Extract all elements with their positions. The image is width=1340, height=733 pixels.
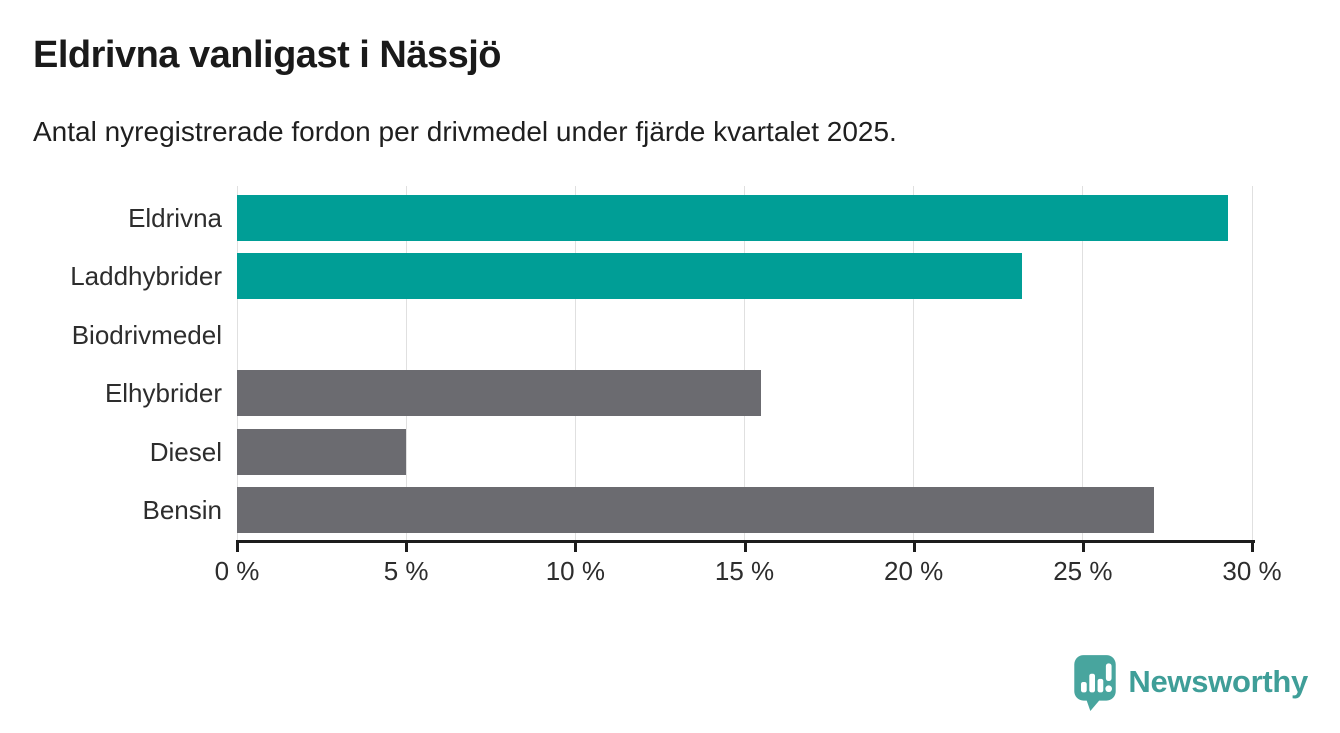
axis-tick: [1081, 540, 1085, 552]
axis-tick: [405, 540, 409, 552]
category-label-bensin: Bensin: [142, 495, 223, 525]
axis-tick: [574, 540, 578, 552]
bar-diesel: [237, 429, 407, 475]
axis-tick-label: 10 %: [545, 556, 605, 586]
axis-tick-label: 5 %: [383, 556, 429, 586]
gridline: [1082, 186, 1084, 540]
newsworthy-wordmark: Newsworthy: [1128, 664, 1308, 699]
bar-elhybrider: [237, 370, 762, 416]
axis-tick: [743, 540, 747, 552]
newsworthy-logo: Newsworthy: [1072, 653, 1308, 711]
gridline: [913, 186, 915, 540]
axis-tick: [912, 540, 916, 552]
bar-laddhybrider: [237, 253, 1022, 299]
axis-tick: [1251, 540, 1254, 552]
category-label-laddhybrider: Laddhybrider: [70, 261, 222, 291]
category-label-diesel: Diesel: [149, 437, 222, 467]
axis-tick: [236, 540, 239, 552]
chart-title: Eldrivna vanligast i Nässjö: [33, 34, 502, 76]
axis-tick-label: 15 %: [714, 556, 775, 586]
gridline: [236, 186, 238, 540]
category-label-eldrivna: Eldrivna: [128, 203, 222, 233]
category-label-biodrivmedel: Biodrivmedel: [71, 320, 222, 350]
gridline: [1251, 186, 1253, 540]
bar-bensin: [237, 487, 1154, 533]
axis-tick-label: 0 %: [214, 556, 260, 586]
category-label-elhybrider: Elhybrider: [104, 378, 222, 408]
gridline: [574, 186, 576, 540]
newsworthy-bubble-chart-icon: [1074, 655, 1117, 711]
gridline: [405, 186, 407, 540]
bar-eldrivna: [237, 195, 1229, 241]
gridline: [744, 186, 745, 540]
axis-tick-label: 20 %: [884, 556, 944, 586]
axis-tick-label: 25 %: [1053, 556, 1113, 586]
axis-tick-label: 30 %: [1222, 556, 1282, 586]
chart-subtitle: Antal nyregistrerade fordon per drivmede…: [33, 116, 897, 147]
